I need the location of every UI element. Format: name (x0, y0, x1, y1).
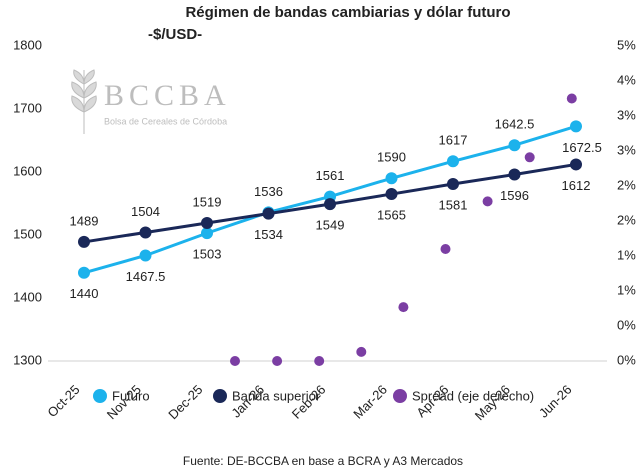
point (447, 155, 459, 168)
point (201, 227, 213, 240)
y2-tick-label: 3% (617, 107, 636, 122)
data-label: 1467.5 (126, 269, 166, 284)
spread-point (440, 244, 451, 254)
data-label: 1503 (193, 247, 222, 262)
data-label: 1536 (254, 184, 283, 199)
y2-tick-label: 5% (617, 37, 636, 52)
data-label: 1440 (70, 286, 99, 301)
point (139, 226, 152, 239)
legend-marker (393, 389, 407, 403)
logo-name: BCCBA (104, 79, 231, 112)
data-label: 1504 (131, 204, 160, 219)
legend-marker (213, 389, 227, 403)
spread-point (398, 302, 409, 313)
data-label: 1581 (439, 197, 468, 212)
data-label: 1590 (377, 150, 406, 165)
data-label: 1489 (70, 213, 99, 228)
y2-tick-label: 0% (617, 352, 636, 367)
data-label: 1642.5 (495, 117, 535, 132)
logo-icon (71, 69, 97, 134)
point (385, 188, 398, 201)
point (139, 249, 152, 262)
spread-point (272, 356, 283, 366)
source: Fuente: DE-BCCBA en base a BCRA y A3 Mer… (183, 454, 463, 468)
legend-label: Spread (eje derecho) (412, 388, 534, 403)
y2-tick-label: 1% (617, 247, 636, 262)
point (385, 172, 398, 185)
legend-marker (93, 389, 107, 403)
y2-tick-label: 0% (617, 317, 636, 332)
y2-tick-label: 2% (617, 212, 636, 227)
point (78, 266, 90, 279)
point (508, 139, 521, 152)
data-label: 1565 (377, 207, 406, 222)
y-tick-label: 1300 (13, 352, 42, 367)
data-label: 1549 (316, 218, 345, 233)
y-tick-label: 1700 (13, 100, 42, 115)
data-label: 1596 (500, 188, 529, 203)
data-label: 1519 (193, 194, 222, 209)
legend-label: Banda superior (232, 388, 321, 403)
spread-point (314, 356, 325, 366)
data-label: 1561 (316, 168, 345, 183)
y2-tick-label: 4% (617, 72, 636, 87)
point (570, 158, 582, 171)
x-tick-label: Oct-25 (44, 382, 82, 420)
y2-tick-label: 2% (617, 177, 636, 192)
data-label: 1617 (439, 133, 468, 148)
point (447, 177, 459, 190)
spread-point (482, 196, 493, 207)
x-tick-label: Mar-26 (350, 382, 390, 422)
data-label: 1612 (562, 178, 591, 193)
point (78, 235, 90, 248)
y2-tick-label: 1% (617, 282, 636, 297)
data-label: 1672.5 (562, 140, 602, 155)
spread-point (230, 356, 240, 366)
y-tick-label: 1600 (13, 163, 42, 178)
y-tick-label: 1400 (13, 289, 42, 304)
spread-point (356, 346, 367, 357)
point (201, 217, 213, 230)
chart-subtitle: -$/USD- (148, 26, 202, 43)
logo: BCCBA Bolsa de Cereales de Córdoba (71, 69, 231, 134)
legend-label: Futuro (112, 388, 150, 403)
x-tick-label: Jun-26 (536, 382, 575, 421)
y2-tick-label: 3% (617, 142, 636, 157)
point (262, 207, 275, 220)
y-tick-label: 1800 (13, 37, 42, 52)
chart-title: Régimen de bandas cambiarias y dólar fut… (185, 4, 510, 21)
point (508, 168, 521, 181)
point (324, 198, 336, 211)
point (570, 120, 582, 133)
spread-point (524, 152, 535, 163)
data-label: 1534 (254, 227, 283, 242)
x-tick-label: Dec-25 (165, 382, 205, 422)
spread-point (566, 93, 577, 104)
y-tick-label: 1500 (13, 226, 42, 241)
logo-subtitle: Bolsa de Cereales de Córdoba (104, 116, 227, 126)
